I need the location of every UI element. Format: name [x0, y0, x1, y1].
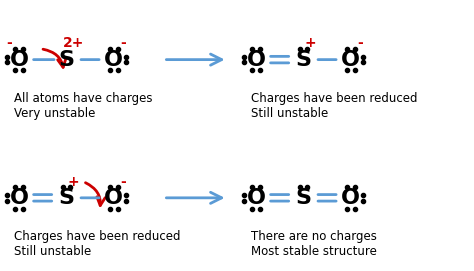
Text: O: O	[9, 188, 28, 208]
Text: All atoms have charges
Very unstable: All atoms have charges Very unstable	[14, 92, 153, 120]
Text: S: S	[58, 188, 74, 208]
Text: O: O	[341, 188, 360, 208]
Text: +: +	[305, 36, 316, 50]
Text: O: O	[246, 50, 265, 70]
Text: 2+: 2+	[63, 36, 84, 50]
Text: O: O	[341, 50, 360, 70]
Text: -: -	[357, 36, 363, 50]
Text: Charges have been reduced
Still unstable: Charges have been reduced Still unstable	[14, 230, 181, 258]
Text: S: S	[58, 50, 74, 70]
FancyArrowPatch shape	[43, 49, 66, 67]
Text: O: O	[246, 188, 265, 208]
Text: +: +	[68, 175, 79, 189]
Text: O: O	[104, 50, 123, 70]
Text: Charges have been reduced
Still unstable: Charges have been reduced Still unstable	[251, 92, 418, 120]
Text: S: S	[295, 188, 311, 208]
Text: -: -	[120, 175, 126, 189]
Text: -: -	[7, 36, 12, 50]
Text: There are no charges
Most stable structure: There are no charges Most stable structu…	[251, 230, 377, 258]
Text: -: -	[120, 36, 126, 50]
Text: O: O	[104, 188, 123, 208]
Text: S: S	[295, 50, 311, 70]
Text: O: O	[9, 50, 28, 70]
FancyArrowPatch shape	[85, 183, 105, 205]
